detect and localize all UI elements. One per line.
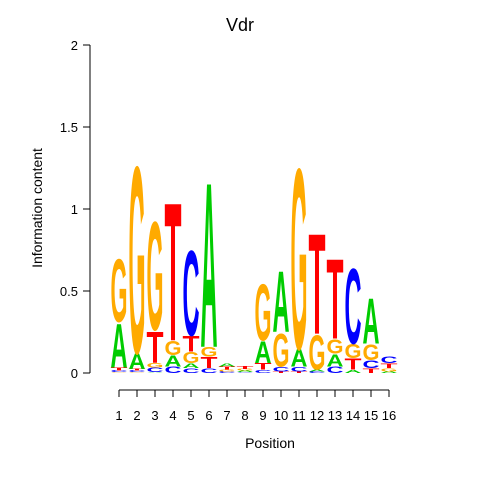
logo-letter-C: C [345,245,362,367]
logo-letter-A: A [363,286,380,358]
logo-letter-G: G [363,340,380,365]
logo-letter-A: A [255,335,272,370]
x-tick-label: 5 [187,408,194,423]
y-tick-label: 0.5 [60,284,78,299]
logo-letter-A: A [129,348,146,373]
logo-letter-G: G [219,369,236,371]
x-tick-label: 2 [133,408,140,423]
y-tick-label: 2 [71,38,78,53]
logo-letter-G: G [201,345,218,360]
logo-letter-T: T [165,161,182,382]
logo-letter-G: G [183,350,200,367]
y-axis-label: Information content [29,148,45,268]
logo-letter-G: G [309,326,326,382]
x-axis-label: Position [245,435,295,451]
logo-letter-A: A [237,370,254,373]
logo-letter-A: A [327,351,344,371]
chart-title: Vdr [226,15,254,35]
x-tick-label: 16 [382,408,396,423]
logo-letter-C: C [381,355,398,365]
logo-letter-C: C [363,358,380,371]
x-tick-label: 4 [169,408,176,423]
logo-letter-G: G [381,368,398,373]
logo-letter-T: T [327,235,344,363]
x-tick-label: 3 [151,408,158,423]
y-tick-label: 0 [71,366,78,381]
logo-letter-A: A [345,369,362,374]
logo-letter-C: C [129,370,146,373]
logo-letter-T: T [237,365,254,370]
logo-letter-T: T [381,362,399,369]
logo-letter-C: C [291,365,309,373]
logo-letter-T: T [309,203,326,364]
logo-letter-G: G [327,336,344,358]
y-axis: 0 0.5 1 1.5 2 [60,38,91,381]
logo-letter-G: G [111,372,128,373]
logo-letter-C: C [183,226,200,362]
logo-letter-T: T [291,371,308,374]
logo-letter-T: T [273,371,290,374]
logo-letter-G: G [111,240,128,340]
logo-letter-G: G [291,114,308,403]
logo-letter-T: T [255,362,272,372]
logo-letter-G: G [129,372,146,373]
logo-letter-G: G [147,191,164,363]
x-tick-label: 9 [259,408,266,423]
logo-letter-A: A [147,372,164,373]
logo-letter-C: C [309,371,326,374]
logo-letter-C: C [111,370,128,373]
logo-letter-A: A [291,345,308,373]
y-tick-label: 1.5 [60,120,78,135]
logo-letter-A: A [183,362,201,370]
logo-letter-T: T [147,321,164,371]
logo-letter-C: C [327,365,344,375]
logo-letter-A: A [165,353,182,370]
logo-letter-G: G [147,361,164,369]
x-tick-label: 8 [241,408,248,423]
logo-letter-G: G [129,111,146,410]
x-tick-label: 13 [328,408,342,423]
logo-letter-C: C [147,366,165,374]
x-tick-label: 1 [115,408,122,423]
logo-letter-G: G [255,266,272,357]
logo-letter-A: A [111,312,128,382]
y-tick-label: 1 [71,202,78,217]
logo-letter-C: C [237,372,254,373]
logo-letter-C: C [165,365,182,375]
x-tick-label: 12 [310,408,324,423]
x-tick-label: 14 [346,408,360,423]
x-tick-label: 6 [205,408,212,423]
x-tick-label: 11 [292,408,306,423]
logo-letter-T: T [183,332,201,357]
x-axis: 1 2 3 4 5 6 7 8 9 10 11 12 13 14 15 16 [115,389,396,423]
logo-letter-T: T [363,367,381,374]
logo-letter-T: T [219,366,236,371]
logo-letter-G: G [273,324,290,377]
logo-letter-C: C [273,365,291,373]
logo-letter-T: T [201,354,218,371]
logo-letter-G: G [237,369,254,371]
logo-letter-G: G [165,338,182,360]
logo-letter-G: G [345,341,362,363]
logo-letter-C: C [183,367,201,375]
logo-letter-A: A [309,369,326,372]
logo-letter-T: T [111,367,128,372]
logo-letter-T: T [345,356,362,373]
x-tick-label: 15 [364,408,378,423]
logo-letter-A: A [381,371,398,374]
logo-letter-A: A [219,362,236,367]
x-tick-label: 7 [223,408,230,423]
logo-letter-C: C [219,371,236,374]
logo-letter-C: C [255,369,272,374]
logo-letter-A: A [273,253,290,351]
x-tick-label: 10 [274,408,288,423]
logo-letter-T: T [129,369,146,372]
logo-letter-A: A [201,133,218,398]
logo-letter-C: C [201,367,219,375]
